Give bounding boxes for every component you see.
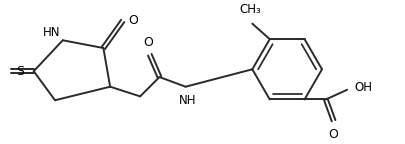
Text: O: O xyxy=(328,128,338,141)
Text: O: O xyxy=(143,36,152,49)
Text: NH: NH xyxy=(178,94,196,107)
Text: OH: OH xyxy=(354,81,372,94)
Text: O: O xyxy=(128,14,138,27)
Text: HN: HN xyxy=(43,26,61,39)
Text: CH₃: CH₃ xyxy=(239,3,261,16)
Text: S: S xyxy=(16,65,24,78)
